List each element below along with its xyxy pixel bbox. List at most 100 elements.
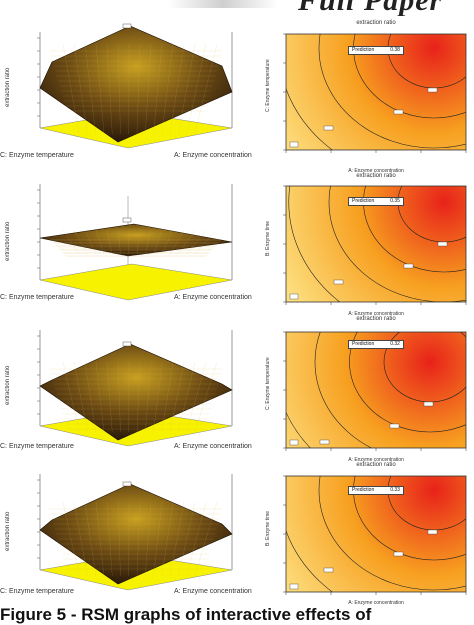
mesh-line	[178, 229, 196, 255]
mesh-line	[84, 43, 96, 135]
surface-svg-2	[37, 184, 233, 301]
mesh-line	[73, 229, 88, 255]
mesh-line	[169, 43, 185, 135]
surface-plot-1	[0, 20, 250, 165]
contour-xlabel-3: A: Enzyme concentration	[348, 457, 404, 463]
design-point-marker	[289, 583, 299, 590]
contour-line	[288, 186, 341, 302]
top-gray-bar	[168, 0, 278, 8]
mesh-line	[117, 43, 121, 135]
surface-xlabel-right-1: A: Enzyme concentration	[174, 152, 252, 159]
contour-plot-3	[262, 318, 474, 463]
response-surface	[39, 343, 233, 441]
contour-value-box	[393, 551, 404, 557]
mesh-line	[84, 229, 96, 255]
mesh-line	[178, 43, 196, 135]
contour-value-box	[389, 423, 400, 429]
mesh-line	[194, 43, 218, 135]
page-header-text: Full Paper	[298, 0, 474, 16]
mesh-line	[84, 361, 96, 433]
surface-xlabel-left-1: C: Enzyme temperature	[0, 152, 74, 159]
surface-ylabel-4: extraction ratio	[5, 511, 11, 551]
figure-row-1	[0, 20, 474, 165]
design-point-marker	[122, 217, 132, 223]
mesh-line	[161, 43, 174, 135]
mesh-line	[117, 229, 121, 255]
mesh-line	[145, 229, 152, 255]
design-point-marker	[289, 439, 299, 446]
surface-svg-1	[37, 23, 233, 149]
contour-value-box	[437, 241, 448, 247]
mesh-line	[136, 43, 141, 135]
mesh-line	[169, 501, 185, 577]
surface-plot-4	[0, 462, 250, 607]
mesh-line	[73, 43, 88, 135]
mesh-line	[186, 43, 207, 135]
surface-xlabel-left-3: C: Enzyme temperature	[0, 443, 74, 450]
contour-ylabel-1: C: Enzyme temperature	[265, 59, 271, 113]
mesh-line	[145, 501, 152, 577]
prediction-box-1: Prediction 0.38	[348, 46, 404, 55]
surface-ylabel-2: extraction ratio	[5, 221, 11, 261]
figure-caption: Figure 5 - RSM graphs of interactive eff…	[0, 605, 372, 624]
surface-svg-4	[37, 474, 233, 591]
prediction-label-4: Prediction	[352, 487, 375, 493]
contour-svg-2	[283, 185, 467, 305]
contour-value-box	[323, 567, 334, 573]
surface-ylabel-1: extraction ratio	[5, 67, 11, 107]
contour-value-box	[427, 529, 438, 535]
surface-xlabel-right-4: A: Enzyme concentration	[174, 588, 252, 595]
mesh-line	[178, 501, 196, 577]
prediction-value-1: 0.38	[390, 47, 400, 53]
contour-title-3: extraction ratio	[356, 316, 396, 322]
design-point-marker	[289, 293, 299, 300]
contour-title-2: extraction ratio	[356, 173, 396, 179]
prediction-box-4: Prediction 0.33	[348, 486, 404, 495]
contour-field	[285, 331, 467, 449]
contour-ylabel-2: B: Enzyme time	[265, 220, 271, 256]
surface-floor	[39, 263, 233, 301]
contour-value-box	[319, 439, 330, 445]
mesh-line	[153, 361, 163, 433]
mesh-line	[106, 229, 113, 255]
contour-xlabel-1: A: Enzyme concentration	[348, 168, 404, 174]
mesh-line	[186, 229, 207, 255]
mesh-line	[169, 229, 185, 255]
mesh-line	[136, 229, 141, 255]
design-point-marker	[289, 141, 299, 148]
contour-value-box	[427, 87, 438, 93]
contour-ylabel-4: B: Enzyme time	[265, 510, 271, 546]
mesh-line	[136, 501, 141, 577]
design-point-marker	[122, 481, 132, 487]
mesh-line	[186, 501, 207, 577]
contour-value-box	[393, 109, 404, 115]
surface-xlabel-right-2: A: Enzyme concentration	[174, 294, 252, 301]
contour-value-box	[403, 263, 414, 269]
surface-svg-3	[37, 330, 233, 447]
mesh-line	[62, 229, 80, 255]
contour-xlabel-2: A: Enzyme concentration	[348, 311, 404, 317]
mesh-line	[161, 229, 174, 255]
figure-row-4	[0, 462, 474, 607]
response-surface	[39, 25, 233, 143]
mesh-line	[178, 361, 196, 433]
mesh-line	[169, 361, 185, 433]
mesh-line	[95, 229, 105, 255]
mesh-line	[136, 361, 141, 433]
mesh-line	[153, 501, 163, 577]
mesh-line	[106, 361, 113, 433]
mesh-line	[186, 361, 207, 433]
surface-xlabel-left-4: C: Enzyme temperature	[0, 588, 74, 595]
contour-ylabel-3: C: Enzyme temperature	[265, 357, 271, 411]
mesh-line	[145, 43, 152, 135]
mesh-line	[194, 229, 218, 255]
contour-plot-4	[262, 462, 474, 607]
mesh-line	[194, 501, 218, 577]
prediction-box-3: Prediction 0.32	[348, 340, 404, 349]
mesh-line	[106, 43, 113, 135]
mesh-line	[106, 501, 113, 577]
contour-svg-4	[283, 475, 467, 595]
mesh-line	[73, 361, 88, 433]
mesh-line	[145, 361, 152, 433]
mesh-line	[153, 43, 163, 135]
